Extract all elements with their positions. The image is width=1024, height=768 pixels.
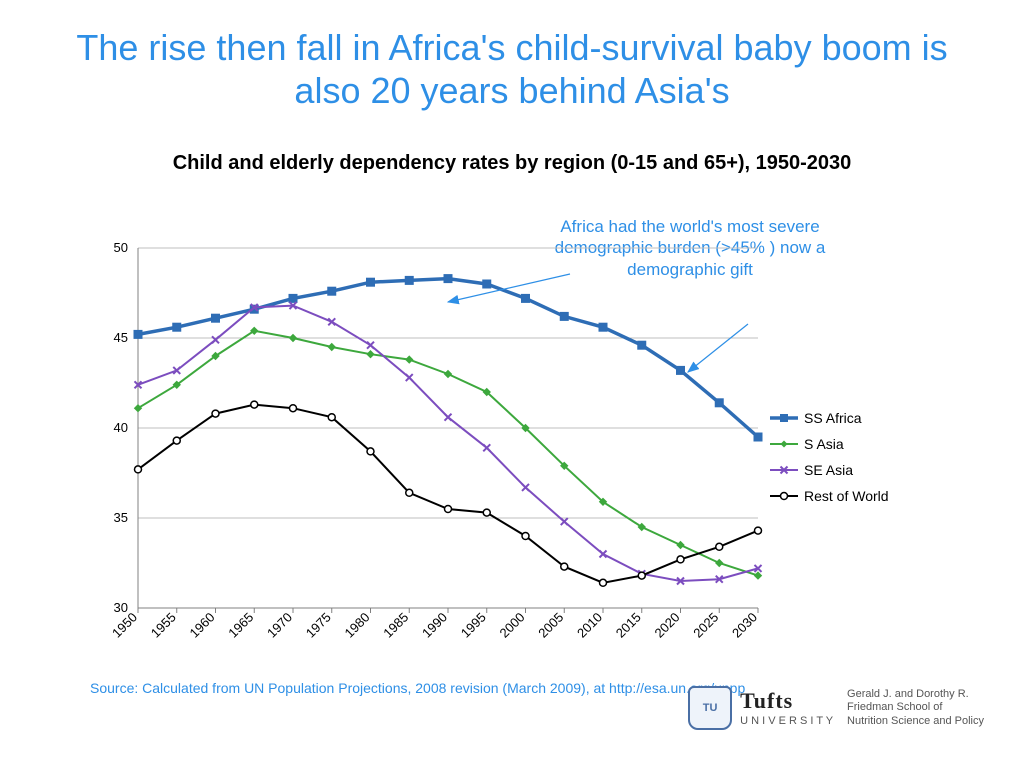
logo-subline: U N I V E R S I T Y (740, 715, 833, 727)
footer-logo: TU Tufts U N I V E R S I T Y Gerald J. a… (688, 686, 984, 730)
svg-text:1975: 1975 (303, 610, 334, 641)
slide-headline: The rise then fall in Africa's child-sur… (40, 26, 984, 112)
dependency-chart: 3035404550195019551960196519701975198019… (70, 238, 830, 668)
svg-text:2025: 2025 (690, 610, 721, 641)
logo-university: Tufts (740, 688, 833, 714)
svg-text:50: 50 (114, 240, 128, 255)
svg-text:SS Africa: SS Africa (804, 410, 862, 426)
svg-text:1965: 1965 (225, 610, 256, 641)
svg-text:2000: 2000 (497, 610, 528, 641)
svg-text:45: 45 (114, 330, 128, 345)
svg-text:SE Asia: SE Asia (804, 462, 853, 478)
svg-text:1955: 1955 (148, 610, 179, 641)
svg-text:1970: 1970 (264, 610, 295, 641)
svg-text:1990: 1990 (419, 610, 450, 641)
svg-text:Rest of World: Rest of World (804, 488, 889, 504)
svg-text:1960: 1960 (187, 610, 218, 641)
svg-text:2010: 2010 (574, 610, 605, 641)
svg-text:1985: 1985 (380, 610, 411, 641)
svg-text:2030: 2030 (729, 610, 760, 641)
svg-text:S Asia: S Asia (804, 436, 844, 452)
logo-school-line3: Nutrition Science and Policy (847, 715, 984, 727)
logo-school-line1: Gerald J. and Dorothy R. (847, 688, 969, 700)
shield-icon: TU (688, 686, 732, 730)
logo-school-line2: Friedman School of (847, 701, 942, 713)
svg-text:40: 40 (114, 420, 128, 435)
svg-text:1980: 1980 (342, 610, 373, 641)
svg-text:2015: 2015 (613, 610, 644, 641)
svg-text:35: 35 (114, 510, 128, 525)
chart-subtitle: Child and elderly dependency rates by re… (40, 152, 984, 175)
svg-text:1995: 1995 (458, 610, 489, 641)
source-citation: Source: Calculated from UN Population Pr… (90, 680, 745, 696)
svg-text:2020: 2020 (652, 610, 683, 641)
svg-text:2005: 2005 (535, 610, 566, 641)
